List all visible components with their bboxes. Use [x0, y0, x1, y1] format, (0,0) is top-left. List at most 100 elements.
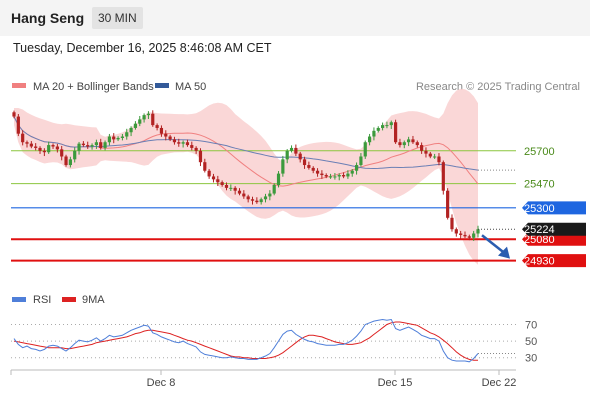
candle-body [168, 136, 172, 140]
candle-body [324, 175, 328, 177]
candle-body [151, 113, 155, 126]
candle-body [385, 125, 389, 127]
candle-body [146, 113, 151, 116]
candle-body [346, 173, 350, 177]
candle-body [294, 147, 298, 154]
candle-body [211, 176, 216, 180]
candle-body [155, 125, 159, 128]
candle-body [90, 145, 94, 147]
ma20-legend-swatch [12, 83, 26, 88]
candle-body [272, 185, 276, 194]
candle-body [64, 156, 68, 166]
candle-body [29, 143, 33, 147]
candle-body [372, 130, 376, 137]
instrument-title: Hang Seng [11, 10, 85, 26]
candle-body [12, 112, 16, 117]
candle-body [16, 116, 20, 134]
candle-body [177, 142, 181, 144]
candle-body [380, 125, 385, 128]
candle-body [367, 136, 372, 143]
candle-body [112, 136, 116, 140]
candle-body [394, 122, 398, 143]
candle-body [311, 167, 315, 171]
candle-body [216, 179, 220, 183]
candle-body [341, 175, 346, 177]
candle-body [259, 199, 263, 203]
candle-body [94, 142, 98, 146]
candle-body [350, 170, 354, 174]
candle-body [138, 119, 142, 124]
candle-body [99, 142, 103, 148]
level-label-pivot: 25300 [524, 203, 555, 215]
candle-body [420, 145, 424, 151]
candle-body [120, 136, 125, 138]
rsi-line [13, 318, 479, 363]
ma20-legend-label: MA 20 + Bollinger Bands [33, 81, 154, 93]
candle-body [47, 145, 51, 153]
candle-body [103, 142, 107, 148]
time-axis-label: Dec 22 [482, 377, 517, 389]
candle-body [302, 159, 307, 166]
level-label-resistance: 25470 [524, 179, 555, 191]
candle-body [190, 145, 194, 148]
candle-body [51, 145, 55, 147]
candle-body [376, 127, 380, 131]
candle-body [220, 182, 224, 186]
candle-body [268, 193, 272, 197]
candle-body [198, 150, 203, 163]
candle-body [159, 127, 164, 134]
candle-body [181, 142, 185, 144]
rsi-tick-label: 30 [525, 353, 537, 365]
candle-body [307, 165, 311, 168]
candle-body [398, 142, 402, 146]
candle-body [125, 132, 129, 137]
candle-body [281, 159, 285, 174]
candle-body [207, 170, 211, 177]
candle-body [437, 156, 441, 163]
candle-body [129, 127, 133, 133]
candle-body [107, 136, 112, 143]
candle-body [194, 147, 198, 151]
candle-body [446, 190, 450, 218]
level-tag-support [522, 254, 586, 268]
candle-body [25, 142, 29, 144]
candle-body [38, 147, 42, 151]
chart-datetime: Tuesday, December 16, 2025 8:46:08 AM CE… [13, 41, 272, 55]
candle-body [337, 175, 341, 177]
candle-body [73, 150, 77, 160]
candle-body [433, 156, 437, 158]
candle-body [185, 142, 190, 146]
candle-body [315, 170, 320, 174]
candle-body [415, 142, 419, 146]
candle-body [255, 200, 259, 203]
candle-body [328, 176, 333, 178]
candle-body [229, 187, 233, 189]
candle-body [237, 190, 242, 194]
candle-body [441, 162, 445, 191]
candle-body [285, 150, 289, 160]
rsi-ma-legend-label: 9MA [82, 294, 105, 306]
rsi-tick-label: 70 [525, 319, 537, 331]
candle-body [263, 196, 268, 200]
candle-body [363, 142, 367, 157]
interval-badge[interactable]: 30 MIN [92, 7, 143, 29]
candle-body [242, 193, 246, 197]
candle-body [463, 234, 467, 237]
candle-body [476, 229, 480, 234]
ma50-legend-label: MA 50 [175, 81, 206, 93]
candle-body [21, 133, 25, 143]
candle-body [246, 196, 250, 200]
candle-body [298, 153, 302, 160]
candle-body [472, 233, 476, 238]
candle-body [459, 233, 463, 235]
time-axis-label: Dec 8 [147, 377, 176, 389]
candle-body [164, 133, 168, 137]
candle-body [60, 149, 64, 157]
level-tag-support [522, 232, 586, 246]
rsi-legend-swatch [12, 297, 26, 302]
candle-body [81, 143, 85, 146]
candle-body [116, 137, 120, 140]
candle-body [203, 162, 207, 171]
candle-body [424, 150, 428, 154]
candle-body [450, 217, 454, 230]
